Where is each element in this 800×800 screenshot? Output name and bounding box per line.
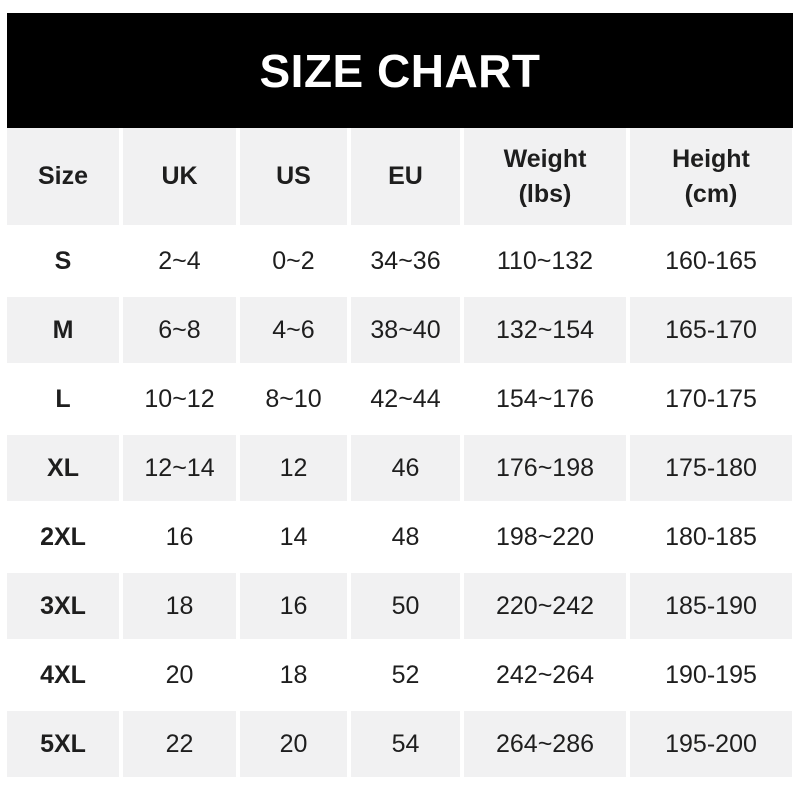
- cell-weight: 176~198: [464, 435, 626, 501]
- cell-weight: 198~220: [464, 504, 626, 570]
- table-row-m: M 6~8 4~6 38~40 132~154 165-170: [7, 297, 792, 363]
- cell-us: 8~10: [240, 366, 347, 432]
- cell-size: S: [7, 228, 119, 294]
- cell-size: 4XL: [7, 642, 119, 708]
- cell-height: 160-165: [630, 228, 792, 294]
- cell-eu: 54: [351, 711, 460, 777]
- col-header-eu-label: EU: [388, 162, 423, 191]
- cell-us: 4~6: [240, 297, 347, 363]
- cell-weight: 242~264: [464, 642, 626, 708]
- cell-uk: 6~8: [123, 297, 236, 363]
- page-title: SIZE CHART: [259, 44, 541, 97]
- cell-eu: 48: [351, 504, 460, 570]
- cell-eu: 42~44: [351, 366, 460, 432]
- cell-weight: 154~176: [464, 366, 626, 432]
- col-header-height: Height (cm): [630, 128, 792, 225]
- size-chart-banner: SIZE CHART: [7, 13, 793, 128]
- cell-eu: 38~40: [351, 297, 460, 363]
- col-header-weight-label: Weight: [503, 145, 587, 173]
- size-chart-table: Size UK US EU Weight (lbs) Height (cm) S…: [3, 125, 796, 780]
- col-header-height-label: Height: [672, 145, 750, 173]
- table-row-l: L 10~12 8~10 42~44 154~176 170-175: [7, 366, 792, 432]
- cell-weight: 132~154: [464, 297, 626, 363]
- cell-height: 180-185: [630, 504, 792, 570]
- cell-eu: 46: [351, 435, 460, 501]
- col-header-size: Size: [7, 128, 119, 225]
- cell-size: 5XL: [7, 711, 119, 777]
- cell-us: 18: [240, 642, 347, 708]
- cell-uk: 16: [123, 504, 236, 570]
- cell-eu: 52: [351, 642, 460, 708]
- cell-size: M: [7, 297, 119, 363]
- col-header-size-label: Size: [37, 162, 89, 191]
- cell-us: 14: [240, 504, 347, 570]
- col-header-height-unit: (cm): [684, 179, 738, 208]
- table-row-s: S 2~4 0~2 34~36 110~132 160-165: [7, 228, 792, 294]
- col-header-uk: UK: [123, 128, 236, 225]
- cell-size: 3XL: [7, 573, 119, 639]
- cell-height: 185-190: [630, 573, 792, 639]
- col-header-weight: Weight (lbs): [464, 128, 626, 225]
- cell-uk: 18: [123, 573, 236, 639]
- cell-height: 195-200: [630, 711, 792, 777]
- cell-eu: 34~36: [351, 228, 460, 294]
- table-row-2xl: 2XL 16 14 48 198~220 180-185: [7, 504, 792, 570]
- cell-height: 190-195: [630, 642, 792, 708]
- col-header-eu: EU: [351, 128, 460, 225]
- cell-uk: 10~12: [123, 366, 236, 432]
- cell-eu: 50: [351, 573, 460, 639]
- cell-height: 165-170: [630, 297, 792, 363]
- cell-height: 170-175: [630, 366, 792, 432]
- cell-weight: 220~242: [464, 573, 626, 639]
- cell-size: 2XL: [7, 504, 119, 570]
- table-row-3xl: 3XL 18 16 50 220~242 185-190: [7, 573, 792, 639]
- table-row-5xl: 5XL 22 20 54 264~286 195-200: [7, 711, 792, 777]
- cell-uk: 2~4: [123, 228, 236, 294]
- header-row: Size UK US EU Weight (lbs) Height (cm): [7, 128, 792, 225]
- cell-size: L: [7, 366, 119, 432]
- cell-us: 16: [240, 573, 347, 639]
- col-header-us-label: US: [276, 162, 311, 191]
- col-header-uk-label: UK: [161, 162, 198, 191]
- cell-uk: 22: [123, 711, 236, 777]
- cell-weight: 110~132: [464, 228, 626, 294]
- cell-us: 0~2: [240, 228, 347, 294]
- cell-height: 175-180: [630, 435, 792, 501]
- cell-uk: 12~14: [123, 435, 236, 501]
- cell-uk: 20: [123, 642, 236, 708]
- table-row-4xl: 4XL 20 18 52 242~264 190-195: [7, 642, 792, 708]
- col-header-us: US: [240, 128, 347, 225]
- cell-us: 12: [240, 435, 347, 501]
- table-row-xl: XL 12~14 12 46 176~198 175-180: [7, 435, 792, 501]
- col-header-weight-unit: (lbs): [518, 179, 572, 208]
- cell-weight: 264~286: [464, 711, 626, 777]
- cell-us: 20: [240, 711, 347, 777]
- cell-size: XL: [7, 435, 119, 501]
